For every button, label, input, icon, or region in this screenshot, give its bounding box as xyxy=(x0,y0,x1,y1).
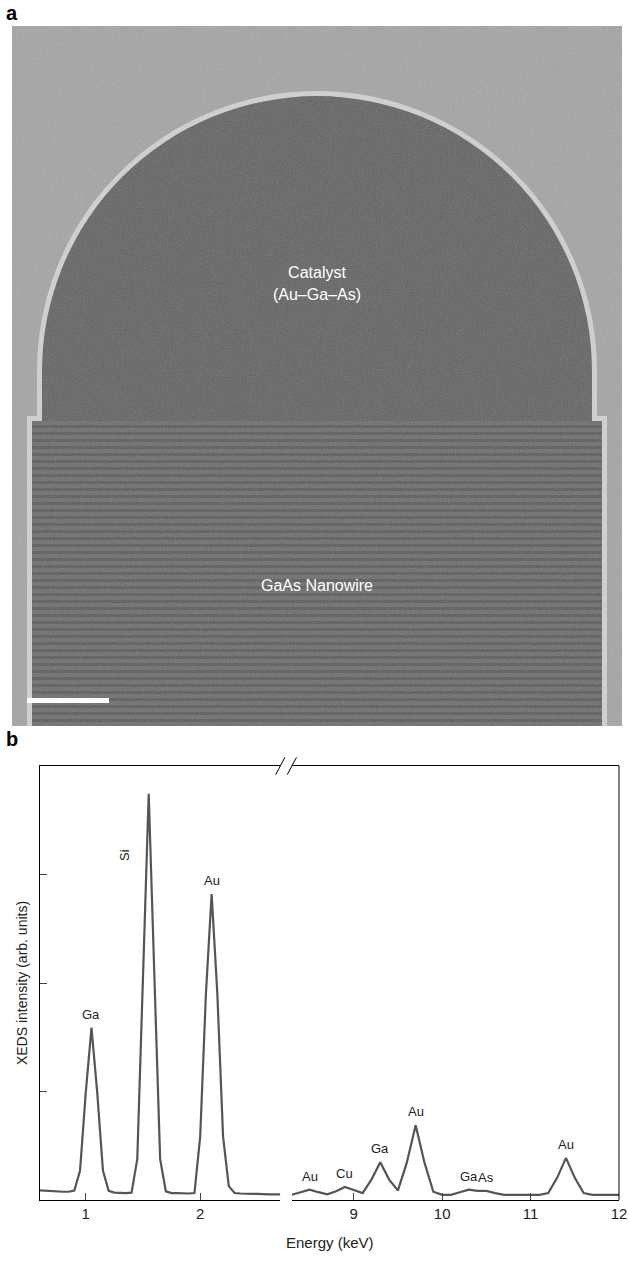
svg-text:10: 10 xyxy=(434,1205,451,1222)
svg-text:Ga: Ga xyxy=(371,1141,389,1156)
svg-text:XEDS intensity (arb. units): XEDS intensity (arb. units) xyxy=(14,901,30,1065)
svg-text:Energy (keV): Energy (keV) xyxy=(286,1234,374,1251)
svg-text:Cu: Cu xyxy=(336,1166,353,1181)
svg-text:(Au–Ga–As): (Au–Ga–As) xyxy=(273,286,361,303)
svg-text:9: 9 xyxy=(350,1205,358,1222)
svg-text:As: As xyxy=(478,1170,494,1185)
svg-text:Ga: Ga xyxy=(82,1007,100,1022)
svg-text:Au: Au xyxy=(408,1104,424,1119)
svg-text:Si: Si xyxy=(117,849,132,861)
svg-text:Au: Au xyxy=(302,1169,318,1184)
svg-text:12: 12 xyxy=(611,1205,628,1222)
svg-text:Ga: Ga xyxy=(460,1169,478,1184)
svg-text:2: 2 xyxy=(196,1205,204,1222)
svg-text:1: 1 xyxy=(82,1205,90,1222)
html-text:a: a xyxy=(6,2,18,24)
svg-text:Au: Au xyxy=(204,873,220,888)
svg-text:11: 11 xyxy=(523,1205,539,1222)
html-text:b: b xyxy=(6,728,19,750)
svg-text:Au: Au xyxy=(558,1137,574,1152)
svg-text:Catalyst: Catalyst xyxy=(288,264,346,281)
svg-text:GaAs Nanowire: GaAs Nanowire xyxy=(261,577,373,594)
